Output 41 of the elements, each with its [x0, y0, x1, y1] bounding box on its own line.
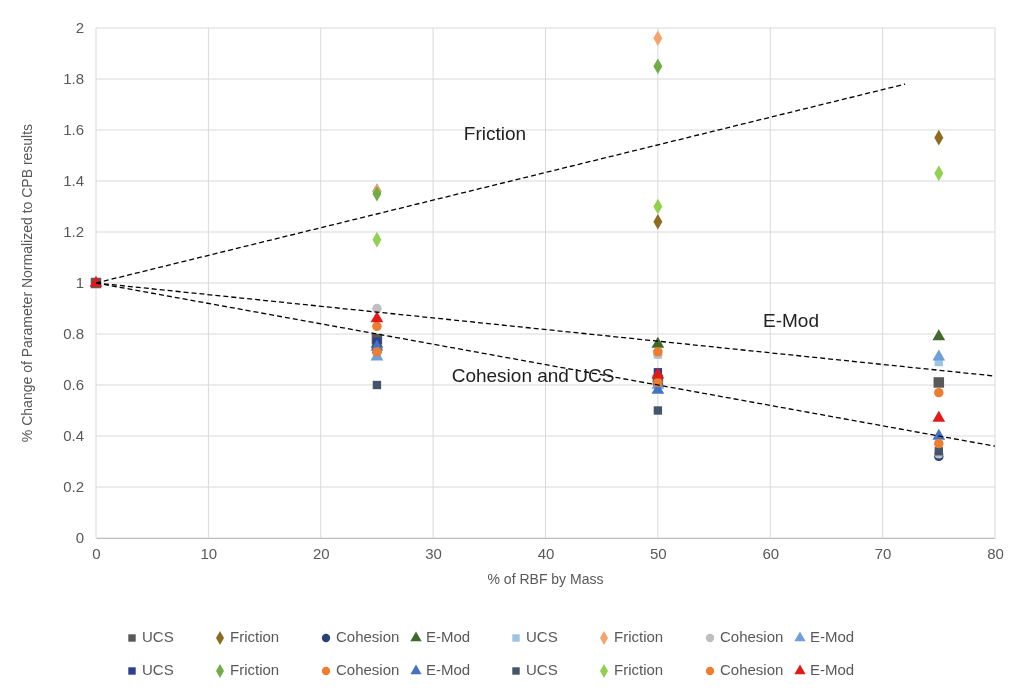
y-tick-label: 1.6	[63, 121, 84, 139]
y-tick-label: 1.2	[63, 223, 84, 241]
x-tick-label: 0	[92, 544, 101, 562]
x-tick-label: 60	[762, 544, 780, 562]
x-tick-label: 80	[987, 544, 1004, 562]
legend-label: UCS	[526, 660, 558, 678]
legend-label: UCS	[526, 627, 558, 645]
legend-label: UCS	[142, 627, 174, 645]
x-tick-label: 50	[650, 544, 667, 562]
x-tick-label: 30	[425, 544, 442, 562]
x-tick-label: 70	[874, 544, 892, 562]
x-tick-label: 20	[312, 544, 330, 562]
x-tick-label: 40	[537, 544, 555, 562]
y-tick-label: 1.4	[63, 172, 84, 190]
y-tick-label: 1	[75, 274, 84, 292]
legend-label: Cohesion	[336, 627, 400, 645]
y-tick-label: 0.2	[63, 478, 84, 496]
y-tick-label: 0	[75, 529, 84, 547]
legend-label: Friction	[230, 660, 280, 678]
y-tick-label: 2	[75, 19, 84, 37]
legend-label: UCS	[142, 660, 174, 678]
annotation: E-Mod	[763, 310, 819, 332]
legend-label: Friction	[230, 627, 280, 645]
x-axis-title: % of RBF by Mass	[487, 571, 604, 587]
legend-label: Friction	[614, 627, 664, 645]
y-tick-label: 1.8	[63, 70, 84, 88]
annotation: Cohesion and UCS	[451, 365, 615, 387]
legend-label: Cohesion	[336, 660, 400, 678]
y-tick-label: 0.4	[63, 427, 84, 445]
legend-label: Cohesion	[720, 627, 784, 645]
legend-label: E-Mod	[426, 627, 471, 645]
legend-label: E-Mod	[426, 660, 471, 678]
y-tick-label: 0.6	[63, 376, 84, 394]
y-tick-label: 0.8	[63, 325, 84, 343]
y-axis-title: % Change of Parameter Normalized to CPB results	[19, 123, 35, 443]
annotation: Friction	[463, 123, 527, 145]
legend-label: E-Mod	[810, 627, 855, 645]
legend-label: E-Mod	[810, 660, 855, 678]
legend-label: Cohesion	[720, 660, 784, 678]
x-tick-label: 10	[200, 544, 218, 562]
legend-label: Friction	[614, 660, 664, 678]
